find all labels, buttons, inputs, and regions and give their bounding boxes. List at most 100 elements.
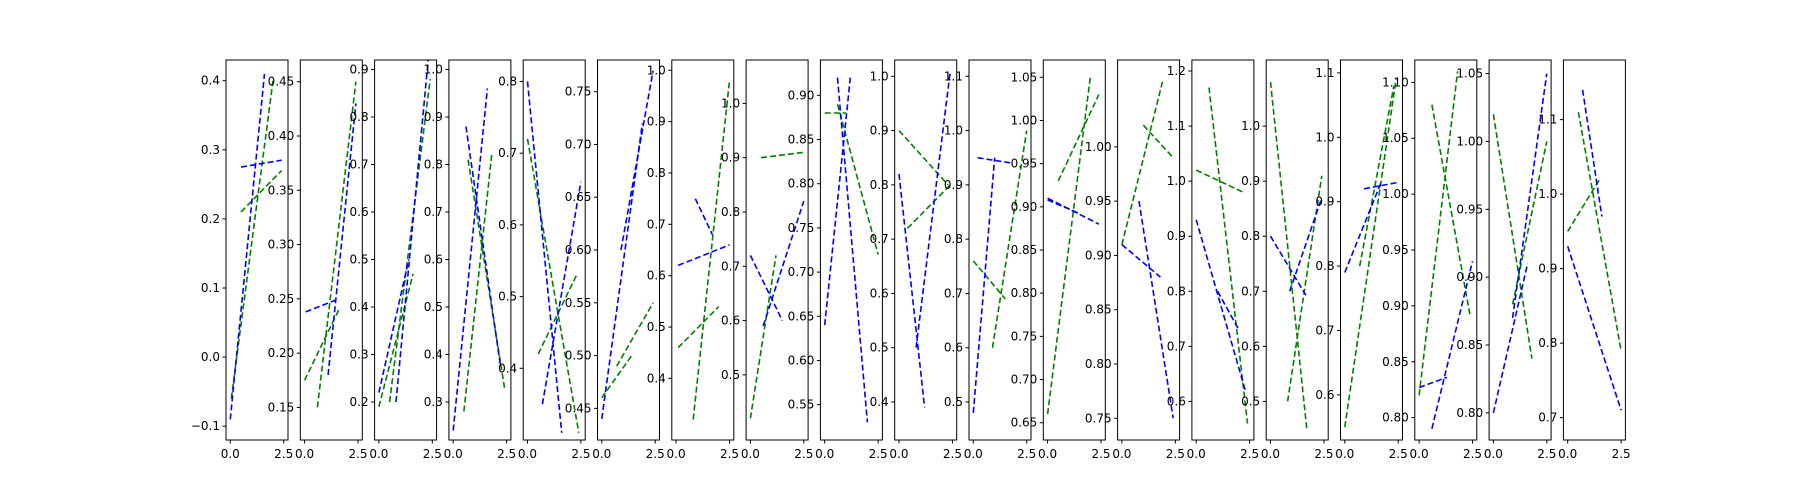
series-line-blue	[1288, 197, 1323, 292]
y-tick-label: 1.0	[870, 69, 889, 83]
y-tick-label: 1.05	[1011, 70, 1038, 84]
x-tick-label: 2.5	[497, 447, 516, 461]
series-line-green	[1567, 178, 1601, 232]
axes-frame	[894, 59, 958, 441]
y-tick-label: 0.65	[788, 309, 815, 323]
x-tick-label: 0.0	[518, 447, 537, 461]
y-tick-label: 0.9	[1167, 229, 1186, 243]
series-line-green	[760, 151, 804, 159]
y-tick-label: 0.2	[201, 212, 220, 226]
y-tick-label: 0.70	[565, 137, 592, 151]
y-tick-label: 0.7	[1241, 284, 1260, 298]
y-tick-label: 0.7	[1538, 411, 1557, 425]
series-line-green	[526, 138, 580, 433]
y-tick-label: 0.8	[647, 166, 666, 180]
subplot-series-group	[1269, 81, 1323, 430]
y-tick-label: 0.90	[1011, 200, 1038, 214]
series-line-green	[1358, 85, 1395, 267]
y-tick-label: 0.7	[350, 158, 369, 172]
y-tick-label: 0.95	[1456, 202, 1483, 216]
series-line-blue	[1418, 376, 1448, 389]
y-tick-label: 0.5	[498, 290, 517, 304]
y-tick-label: 1.0	[721, 96, 740, 110]
axes-frame	[225, 59, 289, 441]
y-tick-label: 0.75	[565, 85, 592, 99]
series-line-green	[463, 154, 493, 412]
y-tick-label: 0.75	[1011, 329, 1038, 343]
series-line-green	[1142, 124, 1174, 159]
y-tick-label: 1.00	[1085, 140, 1112, 154]
x-tick-label: 0.0	[221, 447, 240, 461]
y-tick-label: 0.80	[1085, 357, 1112, 371]
series-line-green	[1057, 94, 1100, 182]
y-tick-label: 0.8	[944, 232, 963, 246]
y-tick-label: 0.4	[870, 395, 889, 409]
y-tick-label: 0.4	[201, 74, 220, 88]
x-tick-label: 2.5	[1091, 447, 1110, 461]
y-tick-label: 0.50	[565, 349, 592, 363]
subplot-4: 0.30.40.50.60.70.80.91.00.0 2.5	[424, 59, 516, 461]
axes-frame	[1562, 59, 1626, 441]
series-line-green	[898, 130, 949, 186]
series-line-green	[1418, 71, 1459, 396]
y-tick-label: 0.9	[944, 178, 963, 192]
series-line-blue	[526, 81, 563, 433]
axes-frame	[968, 59, 1032, 441]
y-tick-label: 0.95	[1382, 243, 1409, 257]
subplot-16: 0.60.70.80.91.01.10.0 2.5	[1315, 59, 1408, 461]
y-tick-label: 0.9	[424, 110, 443, 124]
y-tick-label: 0.70	[1011, 373, 1038, 387]
y-tick-label: 1.00	[1011, 113, 1038, 127]
x-tick-label: 0.0	[592, 447, 611, 461]
y-tick-label: 1.0	[647, 63, 666, 77]
y-tick-label: 0.9	[870, 124, 889, 138]
y-tick-label: 1.1	[1167, 119, 1186, 133]
subplot-series-group	[378, 60, 431, 407]
x-tick-label: 0.0	[1484, 447, 1503, 461]
subplot-series-group	[1195, 87, 1249, 424]
y-tick-label: 0.90	[1382, 299, 1409, 313]
x-tick-label: 0.0	[1187, 447, 1206, 461]
series-line-blue	[1121, 243, 1161, 278]
series-line-blue	[836, 77, 869, 423]
x-tick-label: 2.5	[869, 447, 888, 461]
subplot-series-group	[526, 81, 582, 433]
x-tick-label: 2.5	[794, 447, 813, 461]
y-tick-label: 0.6	[1241, 339, 1260, 353]
y-tick-label: 1.0	[944, 124, 963, 138]
series-line-blue	[749, 255, 784, 321]
y-tick-label: 0.85	[1456, 338, 1483, 352]
y-tick-label: 0.3	[424, 395, 443, 409]
series-line-green	[1577, 112, 1622, 351]
y-tick-label: 0.30	[268, 238, 295, 252]
x-tick-label: 0.0	[889, 447, 908, 461]
y-tick-label: 1.05	[1382, 131, 1409, 145]
x-tick-label: 2.5	[720, 447, 739, 461]
x-tick-label: 2.5	[1240, 447, 1259, 461]
subplot-14: 0.60.70.80.91.01.11.20.0 2.5	[1167, 59, 1259, 461]
subplot-19: 0.70.80.91.01.10.0 2.5	[1538, 59, 1631, 461]
y-tick-label: 0.65	[565, 190, 592, 204]
y-tick-label: 1.0	[1538, 187, 1557, 201]
y-tick-label: 0.65	[1011, 416, 1038, 430]
y-tick-label: 0.7	[870, 232, 889, 246]
series-line-blue	[452, 88, 489, 431]
y-tick-label: 0.8	[1538, 336, 1557, 350]
x-tick-label: 0.0	[1335, 447, 1354, 461]
y-tick-label: 0.85	[788, 133, 815, 147]
y-tick-label: 0.15	[268, 400, 295, 414]
axes-frame	[1191, 59, 1255, 441]
y-tick-label: 0.5	[350, 253, 369, 267]
y-tick-label: 0.8	[870, 178, 889, 192]
y-tick-label: 0.70	[788, 265, 815, 279]
y-tick-label: 0.85	[1085, 303, 1112, 317]
series-line-blue	[1492, 263, 1529, 414]
series-line-blue	[762, 200, 805, 327]
subplot-3: 0.20.30.40.50.60.70.80.90.0 2.5	[350, 59, 442, 461]
y-tick-label: 0.7	[498, 146, 517, 160]
y-tick-label: 1.0	[1167, 174, 1186, 188]
y-tick-label: 0.9	[350, 63, 369, 77]
series-line-green	[1046, 77, 1092, 415]
y-tick-label: 0.6	[647, 269, 666, 283]
subplot-12: 0.650.700.750.800.850.900.951.001.050.0 2…	[1011, 59, 1111, 461]
